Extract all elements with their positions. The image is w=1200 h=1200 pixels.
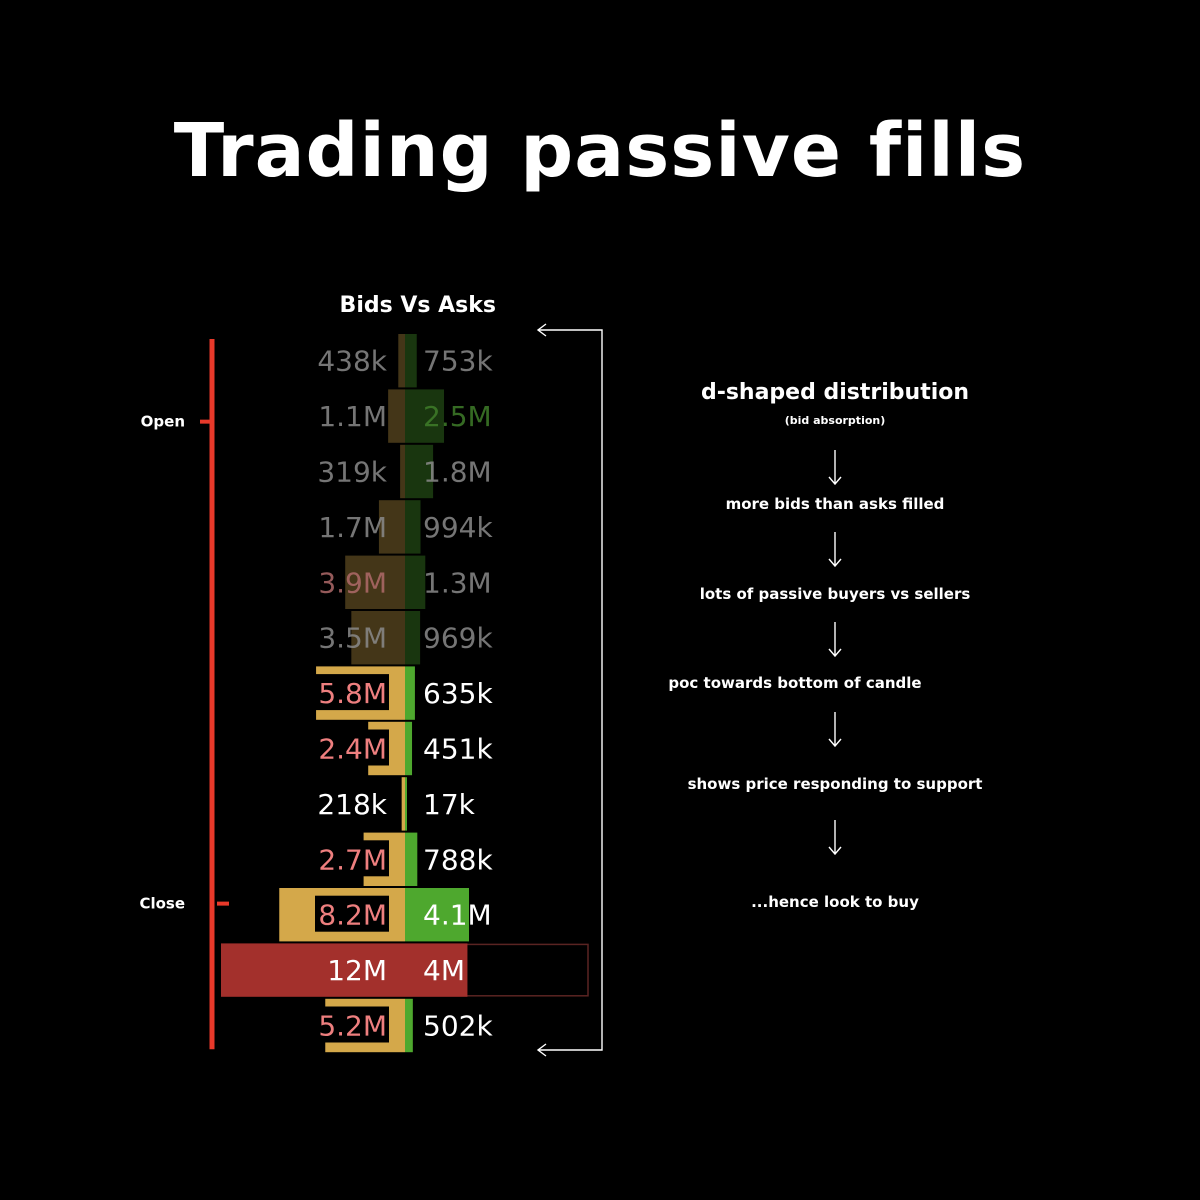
down-arrow-icon xyxy=(828,532,842,568)
bid-value-label: 2.7M xyxy=(318,843,387,876)
ask-bar xyxy=(405,888,469,942)
bid-bar xyxy=(351,611,405,665)
page-title: Trading passive fills xyxy=(173,108,1027,194)
bracket-line xyxy=(538,329,603,1051)
ask-value-label: 4.1M xyxy=(423,899,492,932)
flow-step-5: ...hence look to buy xyxy=(751,893,919,911)
down-arrow-icon xyxy=(828,622,842,658)
bid-value-label: 12M xyxy=(327,954,387,987)
flow-step-3: poc towards bottom of candle xyxy=(668,674,922,692)
bid-value-label: 2.4M xyxy=(318,733,387,766)
bid-value-label: 3.9M xyxy=(318,566,387,599)
bid-label-box xyxy=(315,895,389,932)
bid-label-box xyxy=(315,729,389,766)
bid-bar xyxy=(345,555,405,609)
ask-bar xyxy=(405,444,434,499)
ask-value-label: 2.5M xyxy=(423,400,492,433)
ask-value-label: 969k xyxy=(423,622,493,655)
down-arrow-icon xyxy=(828,712,842,748)
flow-title: d-shaped distribution xyxy=(700,380,970,405)
ask-bar xyxy=(405,777,407,831)
ask-value-label: 1.8M xyxy=(423,456,492,489)
bid-label-box xyxy=(315,840,389,877)
ask-value-label: 753k xyxy=(423,345,493,378)
bid-bar xyxy=(378,500,405,554)
bid-bar xyxy=(401,777,405,831)
ask-value-label: 994k xyxy=(423,511,493,544)
ask-bar xyxy=(405,500,421,554)
left-arrow-icon xyxy=(536,323,547,337)
down-arrow-icon xyxy=(828,450,842,486)
ask-bar xyxy=(405,832,418,886)
ask-bar xyxy=(405,334,417,388)
flow-step-4: shows price responding to support xyxy=(687,775,983,793)
bid-value-label: 1.1M xyxy=(318,400,387,433)
ask-value-label: 4M xyxy=(423,954,465,987)
ask-bar xyxy=(405,666,415,720)
ask-bar xyxy=(405,721,413,776)
bid-bar xyxy=(221,943,405,997)
down-arrow-icon xyxy=(828,820,842,856)
ask-bar xyxy=(405,611,421,665)
bid-value-label: 218k xyxy=(317,788,387,821)
bid-bar xyxy=(388,389,405,443)
bid-value-label: 1.7M xyxy=(318,511,387,544)
ask-bar xyxy=(405,389,445,443)
flow-subtitle: (bid absorption) xyxy=(784,414,886,427)
ask-value-label: 1.3M xyxy=(423,566,492,599)
bid-bar xyxy=(398,334,405,388)
ask-bar xyxy=(405,998,413,1053)
ask-value-label: 788k xyxy=(423,843,493,876)
ask-value-label: 451k xyxy=(423,733,493,766)
bid-label-box xyxy=(315,1006,389,1043)
chart-title: Bids Vs Asks xyxy=(339,293,496,318)
bid-value-label: 8.2M xyxy=(318,899,387,932)
left-arrow-icon xyxy=(536,1043,547,1057)
ask-value-label: 17k xyxy=(423,788,476,821)
bid-label-box xyxy=(315,674,389,711)
ask-bar xyxy=(405,555,426,609)
close-label: Close xyxy=(139,895,185,913)
ask-value-label: 635k xyxy=(423,677,493,710)
bid-value-label: 319k xyxy=(317,456,387,489)
bid-value-label: 438k xyxy=(317,345,387,378)
ask-bar xyxy=(405,943,468,997)
ask-value-label: 502k xyxy=(423,1010,493,1043)
bid-value-label: 5.8M xyxy=(318,677,387,710)
explanation-flow: d-shaped distribution (bid absorption) m… xyxy=(600,370,1070,930)
bid-bar xyxy=(400,444,405,499)
flow-step-1: more bids than asks filled xyxy=(725,495,945,513)
bid-value-label: 5.2M xyxy=(318,1010,387,1043)
flow-step-2: lots of passive buyers vs sellers xyxy=(699,585,971,603)
open-label: Open xyxy=(141,413,185,431)
bid-value-label: 3.5M xyxy=(318,622,387,655)
